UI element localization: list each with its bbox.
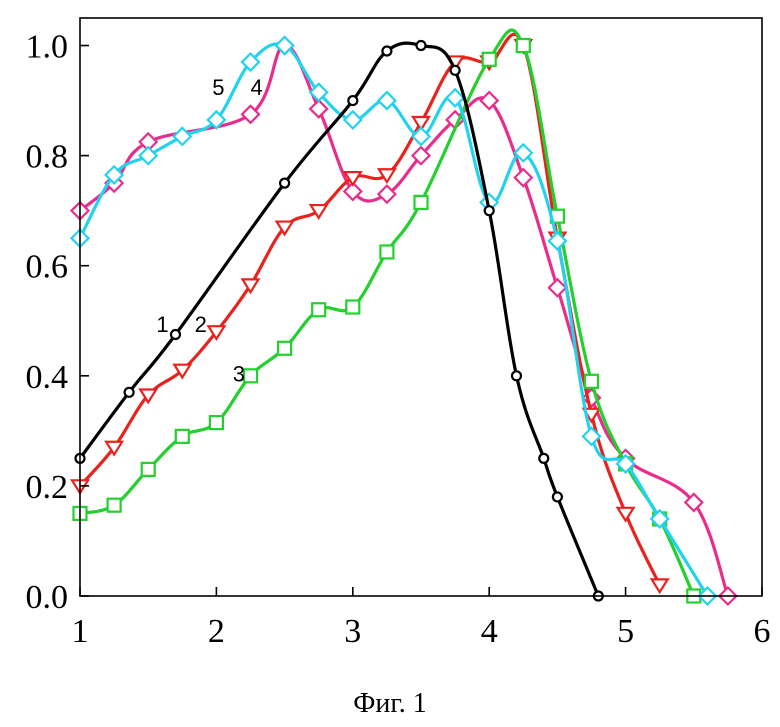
data-point-square <box>278 342 291 355</box>
x-tick-label: 6 <box>754 613 771 650</box>
data-point-circle <box>553 492 562 501</box>
data-point-diamond <box>310 100 327 117</box>
series-line <box>80 30 694 596</box>
series-label: 5 <box>212 75 224 100</box>
data-point-triangle <box>311 205 327 218</box>
data-point-circle <box>539 454 548 463</box>
y-tick-label: 0.8 <box>26 139 69 176</box>
data-point-circle <box>348 96 357 105</box>
y-tick-label: 0.4 <box>26 359 69 396</box>
data-point-triangle <box>243 279 259 292</box>
data-point-diamond <box>344 111 361 128</box>
series-label: 3 <box>233 361 245 386</box>
data-point-triangle <box>379 169 395 182</box>
data-point-square <box>346 301 359 314</box>
series-line <box>80 34 660 585</box>
data-point-circle <box>382 47 391 56</box>
series-label: 1 <box>156 312 168 337</box>
data-point-square <box>380 245 393 258</box>
data-point-square <box>108 499 121 512</box>
line-chart: 1 2 3 4 5 6 0.0 0.2 0.4 0.6 0.8 1.0 1 2 3 4 5 <box>0 0 780 690</box>
x-tick-label: 5 <box>617 613 634 650</box>
data-point-circle <box>485 206 494 215</box>
series-label: 4 <box>251 75 263 100</box>
data-point-circle <box>125 388 134 397</box>
y-tick-label: 0.6 <box>26 249 69 286</box>
x-tick-label: 3 <box>344 613 361 650</box>
data-point-square <box>244 369 257 382</box>
x-tick-label: 4 <box>481 613 498 650</box>
figure-caption: Фиг. 1 <box>0 688 780 720</box>
data-point-square <box>176 430 189 443</box>
x-tick-label: 2 <box>208 613 225 650</box>
y-tick-label: 0.0 <box>26 579 69 616</box>
series-label: 2 <box>195 312 207 337</box>
series-line <box>80 44 707 596</box>
data-point-circle <box>451 66 460 75</box>
data-point-square <box>312 303 325 316</box>
y-tick-label: 0.2 <box>26 469 69 506</box>
x-tick-label: 1 <box>72 613 89 650</box>
data-point-diamond <box>549 279 566 296</box>
data-point-circle <box>417 41 426 50</box>
data-point-diamond <box>515 169 532 186</box>
data-point-circle <box>171 330 180 339</box>
data-point-square <box>142 463 155 476</box>
series-1 <box>76 41 603 600</box>
data-point-circle <box>512 371 521 380</box>
series-layer <box>72 30 737 604</box>
data-point-triangle <box>652 579 668 592</box>
data-point-triangle <box>618 508 634 521</box>
data-point-circle <box>280 179 289 188</box>
data-point-square <box>517 39 530 52</box>
y-tick-label: 1.0 <box>26 29 69 66</box>
data-point-square <box>585 375 598 388</box>
data-point-square <box>483 53 496 66</box>
axis-layer: 1 2 3 4 5 6 0.0 0.2 0.4 0.6 0.8 1.0 <box>26 29 771 650</box>
data-point-square <box>210 416 223 429</box>
data-point-square <box>415 196 428 209</box>
data-point-diamond <box>140 147 157 164</box>
